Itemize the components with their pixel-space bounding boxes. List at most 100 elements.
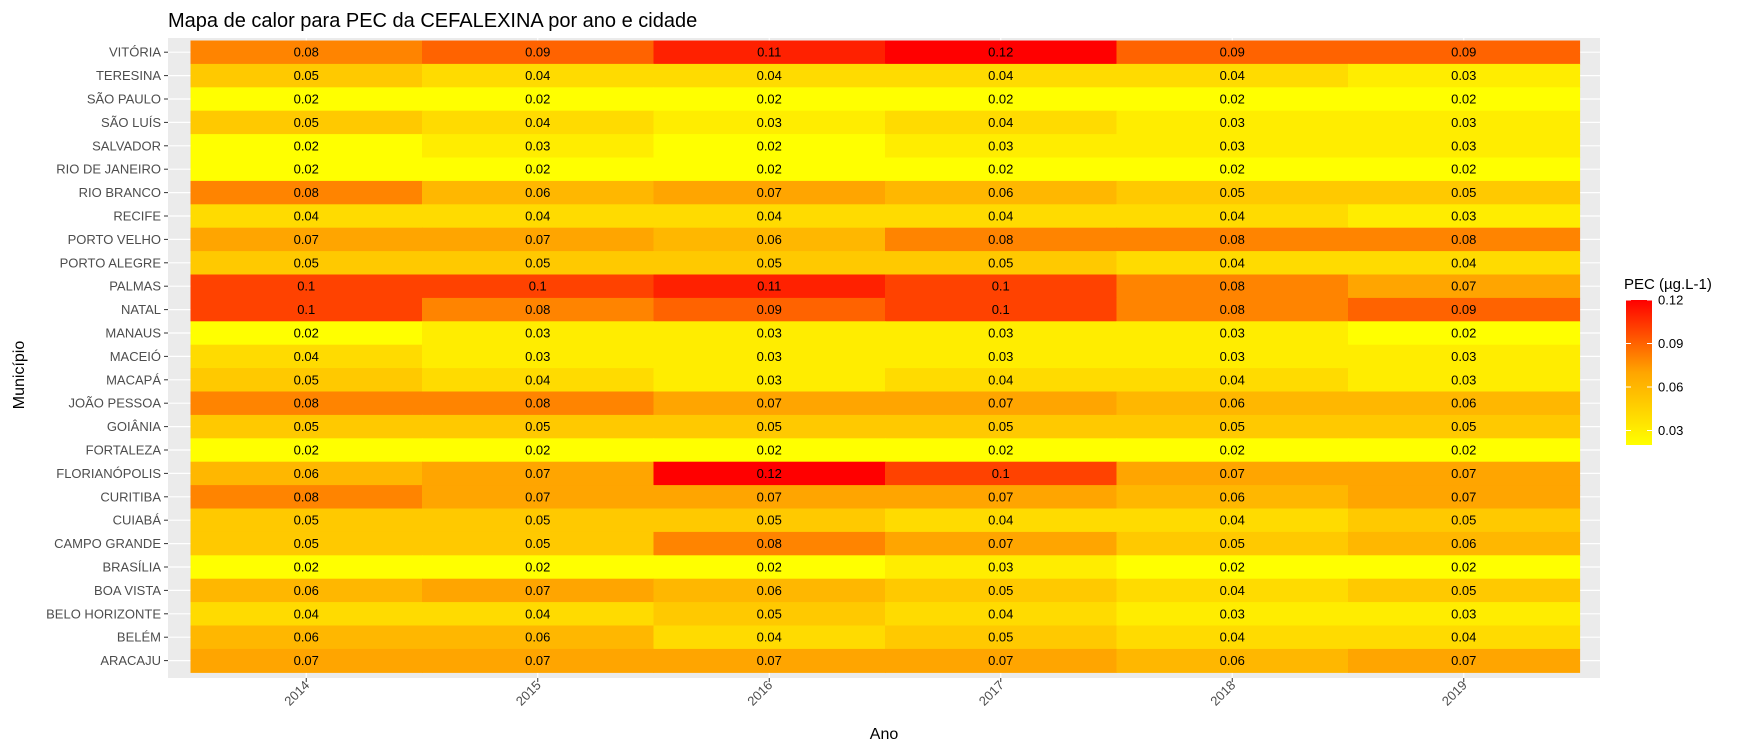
cell-value-label: 0.02 (294, 92, 319, 107)
heatmap-cell (190, 461, 423, 486)
cell-value-label: 0.03 (757, 349, 782, 364)
cell-value-label: 0.03 (525, 326, 550, 341)
cell-value-label: 0.02 (525, 560, 550, 575)
heatmap-cell (1116, 251, 1349, 276)
heatmap-cell (885, 648, 1118, 673)
cell-value-label: 0.08 (1451, 232, 1476, 247)
heatmap-cell (422, 157, 655, 182)
cell-value-label: 0.03 (1451, 115, 1476, 130)
cell-value-label: 0.03 (757, 372, 782, 387)
heatmap-cell (1348, 508, 1581, 533)
cell-value-label: 0.03 (988, 326, 1013, 341)
heatmap-cell (653, 368, 886, 393)
heatmap-cell (190, 251, 423, 276)
cell-value-label: 0.04 (525, 68, 550, 83)
cell-value-label: 0.02 (294, 560, 319, 575)
heatmap-cell (1116, 63, 1349, 88)
heatmap-cell (1116, 227, 1349, 252)
heatmap-cell (653, 602, 886, 627)
heatmap-cell (653, 578, 886, 603)
heatmap-cell (422, 134, 655, 159)
cell-value-label: 0.05 (757, 255, 782, 270)
heatmap-cell (1348, 321, 1581, 346)
heatmap-cell (1348, 625, 1581, 650)
cell-value-label: 0.07 (757, 653, 782, 668)
heatmap-cell (422, 602, 655, 627)
cell-value-label: 0.12 (988, 45, 1013, 60)
heatmap-cell (1116, 625, 1349, 650)
heatmap-cell (885, 63, 1118, 88)
cell-value-label: 0.04 (988, 606, 1013, 621)
cell-value-label: 0.02 (988, 92, 1013, 107)
cell-value-label: 0.05 (294, 115, 319, 130)
heatmap-cell (885, 602, 1118, 627)
cell-value-label: 0.09 (757, 302, 782, 317)
cell-value-label: 0.02 (525, 443, 550, 458)
cell-value-label: 0.02 (294, 162, 319, 177)
heatmap-cell (1348, 368, 1581, 393)
heatmap-cell (653, 227, 886, 252)
cell-value-label: 0.07 (988, 489, 1013, 504)
heatmap-cell (422, 321, 655, 346)
cell-value-label: 0.05 (757, 606, 782, 621)
cell-value-label: 0.04 (525, 115, 550, 130)
y-tick-label: GOIÂNIA (107, 419, 162, 434)
cell-value-label: 0.08 (525, 302, 550, 317)
heatmap-cell (885, 251, 1118, 276)
cell-value-label: 0.04 (525, 372, 550, 387)
cell-value-label: 0.05 (988, 630, 1013, 645)
y-tick-label: PORTO VELHO (68, 232, 161, 247)
cell-value-label: 0.04 (1451, 630, 1476, 645)
heatmap-cell (190, 274, 423, 299)
cell-value-label: 0.08 (294, 185, 319, 200)
heatmap-cell (653, 555, 886, 580)
heatmap-cell (1116, 110, 1349, 135)
heatmap-cell (885, 227, 1118, 252)
cell-value-label: 0.08 (525, 396, 550, 411)
heatmap-cell (422, 438, 655, 463)
cell-value-label: 0.04 (1220, 583, 1245, 598)
heatmap-cell (422, 648, 655, 673)
cell-value-label: 0.06 (757, 232, 782, 247)
heatmap-cell (190, 625, 423, 650)
y-tick-label: PORTO ALEGRE (60, 255, 162, 270)
heatmap-cell (1348, 648, 1581, 673)
cell-value-label: 0.07 (525, 489, 550, 504)
heatmap-cell (653, 274, 886, 299)
cell-value-label: 0.05 (294, 68, 319, 83)
cell-value-label: 0.06 (525, 630, 550, 645)
heatmap-cell (1348, 134, 1581, 159)
heatmap-cell (653, 134, 886, 159)
cell-value-label: 0.03 (757, 326, 782, 341)
heatmap-cell (885, 438, 1118, 463)
cell-value-label: 0.1 (297, 279, 315, 294)
cell-value-label: 0.05 (1451, 513, 1476, 528)
cell-value-label: 0.02 (1451, 326, 1476, 341)
cell-value-label: 0.03 (1451, 68, 1476, 83)
cell-value-label: 0.07 (1451, 489, 1476, 504)
heatmap-cell (190, 508, 423, 533)
heatmap-cell (190, 227, 423, 252)
cell-value-label: 0.02 (1451, 443, 1476, 458)
heatmap-cell (885, 461, 1118, 486)
y-tick-label: SALVADOR (92, 138, 161, 153)
heatmap-cell (422, 625, 655, 650)
heatmap-cell (1116, 438, 1349, 463)
heatmap-cell (885, 134, 1118, 159)
cell-value-label: 0.08 (1220, 302, 1245, 317)
heatmap-cell (885, 110, 1118, 135)
cell-value-label: 0.1 (992, 302, 1010, 317)
legend-tick-label: 0.03 (1658, 423, 1683, 438)
cell-value-label: 0.03 (1451, 349, 1476, 364)
cell-value-label: 0.04 (988, 115, 1013, 130)
heatmap-cell (1116, 204, 1349, 229)
heatmap-cell (1116, 555, 1349, 580)
y-tick-label: ARACAJU (100, 653, 161, 668)
heatmap-cell (885, 531, 1118, 556)
heatmap-cell (190, 297, 423, 322)
cell-value-label: 0.07 (525, 653, 550, 668)
cell-value-label: 0.04 (1220, 372, 1245, 387)
legend-ticks: 0.03 0.06 0.09 0.12 (1626, 293, 1683, 438)
heatmap-cell (1348, 157, 1581, 182)
y-tick-label: FLORIANÓPOLIS (56, 466, 161, 481)
